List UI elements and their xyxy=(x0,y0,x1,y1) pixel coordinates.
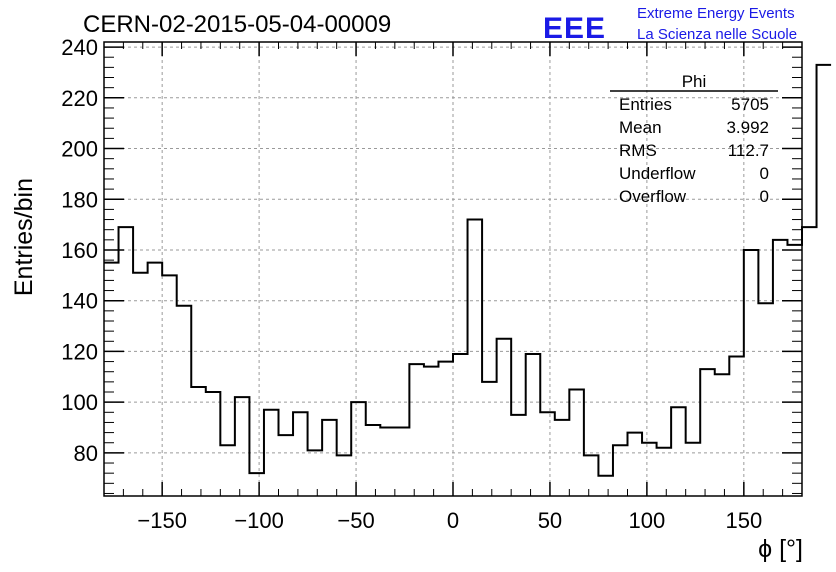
stats-label: Mean xyxy=(619,118,662,137)
y-tick-label: 120 xyxy=(61,339,98,364)
stats-label: RMS xyxy=(619,141,657,160)
logo-line-2: La Scienza nelle Scuole xyxy=(637,26,797,43)
logo-mark: EEE xyxy=(543,12,606,45)
x-tick-label: 50 xyxy=(538,508,562,533)
stats-value: 0 xyxy=(760,164,769,183)
stats-label: Overflow xyxy=(619,187,687,206)
y-tick-label: 100 xyxy=(61,390,98,415)
stats-value: 112.7 xyxy=(728,141,769,160)
y-tick-label: 220 xyxy=(61,86,98,111)
grid-lines xyxy=(104,42,802,496)
y-tick-label: 140 xyxy=(61,289,98,314)
x-tick-label: −150 xyxy=(137,508,187,533)
stats-label: Underflow xyxy=(619,164,696,183)
y-tick-label: 180 xyxy=(61,187,98,212)
stats-label: Entries xyxy=(619,95,672,114)
stats-rows: Entries 5705 Mean 3.992 RMS 112.7 Underflow 0 Ov… xyxy=(619,95,769,206)
x-tick-label: −100 xyxy=(234,508,284,533)
eee-logo: EEE Extreme Energy Events La Scienza nel… xyxy=(543,5,797,45)
y-tick-label: 80 xyxy=(74,441,98,466)
x-tick-label: 100 xyxy=(629,508,666,533)
stats-value: 0 xyxy=(760,187,769,206)
stats-value: 5705 xyxy=(731,95,769,114)
chart-title: CERN-02-2015-05-04-00009 xyxy=(83,11,391,38)
histogram-line xyxy=(104,63,832,477)
axis-ticks xyxy=(104,42,802,496)
y-axis-label: Entries/bin xyxy=(10,178,38,296)
x-tick-labels: −150 −100 −50 0 50 100 150 xyxy=(137,508,762,533)
x-tick-label: 150 xyxy=(725,508,762,533)
x-tick-label: 0 xyxy=(447,508,459,533)
y-tick-label: 200 xyxy=(61,137,98,162)
y-tick-label: 240 xyxy=(61,35,98,60)
stats-value: 3.992 xyxy=(726,118,769,137)
stats-box: Phi Entries 5705 Mean 3.992 RMS 112.7 Underflo… xyxy=(610,72,778,206)
x-tick-label: −50 xyxy=(337,508,374,533)
y-tick-labels: 80 100 120 140 160 180 200 220 240 xyxy=(61,35,98,466)
y-tick-label: 160 xyxy=(61,238,98,263)
logo-line-1: Extreme Energy Events xyxy=(637,5,795,22)
x-axis-label: ϕ [°] xyxy=(758,535,803,563)
stats-name: Phi xyxy=(682,72,707,91)
